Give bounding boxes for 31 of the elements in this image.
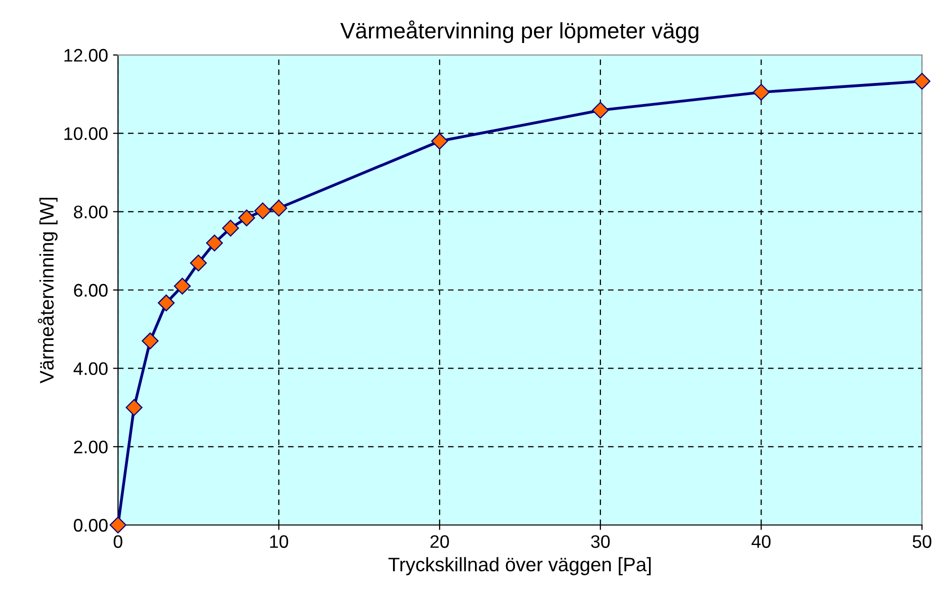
- y-tick-label: 10.00: [64, 127, 108, 140]
- chart-title: Värmeåtervinning per löpmeter vägg: [340, 20, 698, 43]
- x-tick-label: 50: [912, 535, 932, 548]
- y-tick-label: 6.00: [74, 284, 108, 297]
- point: [752, 84, 770, 101]
- point: [238, 210, 256, 226]
- x-tick-label: 10: [270, 535, 288, 548]
- x-tick-label: 0: [114, 535, 122, 548]
- point: [914, 72, 930, 90]
- point: [222, 220, 239, 237]
- point: [158, 294, 175, 312]
- y-tick-label: 2.00: [74, 440, 108, 454]
- point: [142, 332, 159, 350]
- point: [126, 399, 142, 416]
- point: [431, 132, 448, 150]
- point: [190, 254, 207, 272]
- x-tick-label: 30: [591, 535, 610, 548]
- x-tick-label: 20: [430, 535, 449, 548]
- x-axis-title: Tryckskillnad över väggen [Pa]: [388, 557, 651, 576]
- y-tick-label: 12.00: [64, 48, 108, 62]
- point: [270, 200, 288, 217]
- y-axis-title: Värmeåtervinning [W]: [38, 198, 58, 384]
- point: [254, 202, 272, 220]
- x-tick-label: 40: [752, 535, 771, 548]
- y-tick-label: 0.00: [74, 518, 108, 532]
- y-tick-label: 8.00: [74, 206, 108, 218]
- point: [110, 516, 126, 534]
- y-tick-label: 4.00: [74, 362, 108, 376]
- point: [206, 234, 223, 252]
- point: [592, 102, 609, 119]
- point: [174, 278, 191, 294]
